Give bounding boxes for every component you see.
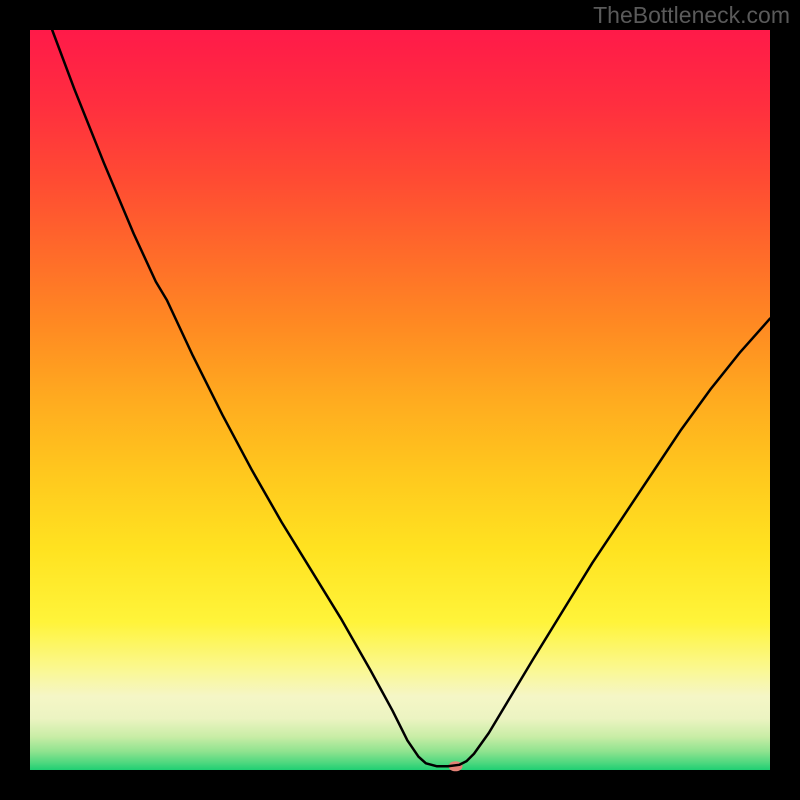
watermark-text: TheBottleneck.com: [593, 2, 790, 29]
bottleneck-chart: [0, 0, 800, 800]
chart-frame: TheBottleneck.com: [0, 0, 800, 800]
gradient-background: [30, 30, 770, 770]
